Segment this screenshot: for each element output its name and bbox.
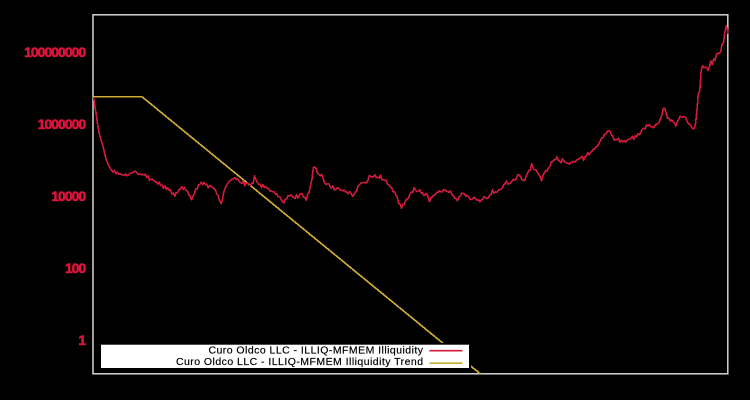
- svg-text:Curo Oldco LLC - ILLIQ-MFMEM I: Curo Oldco LLC - ILLIQ-MFMEM Illiquidity…: [176, 356, 424, 368]
- svg-text:100: 100: [65, 260, 87, 276]
- svg-text:100000000: 100000000: [24, 44, 86, 60]
- svg-text:1: 1: [78, 332, 86, 348]
- svg-text:1000000: 1000000: [38, 116, 87, 132]
- svg-text:10000: 10000: [51, 188, 86, 204]
- svg-text:Curo Oldco LLC - ILLIQ-MFMEM I: Curo Oldco LLC - ILLIQ-MFMEM Illiquidity: [208, 345, 423, 357]
